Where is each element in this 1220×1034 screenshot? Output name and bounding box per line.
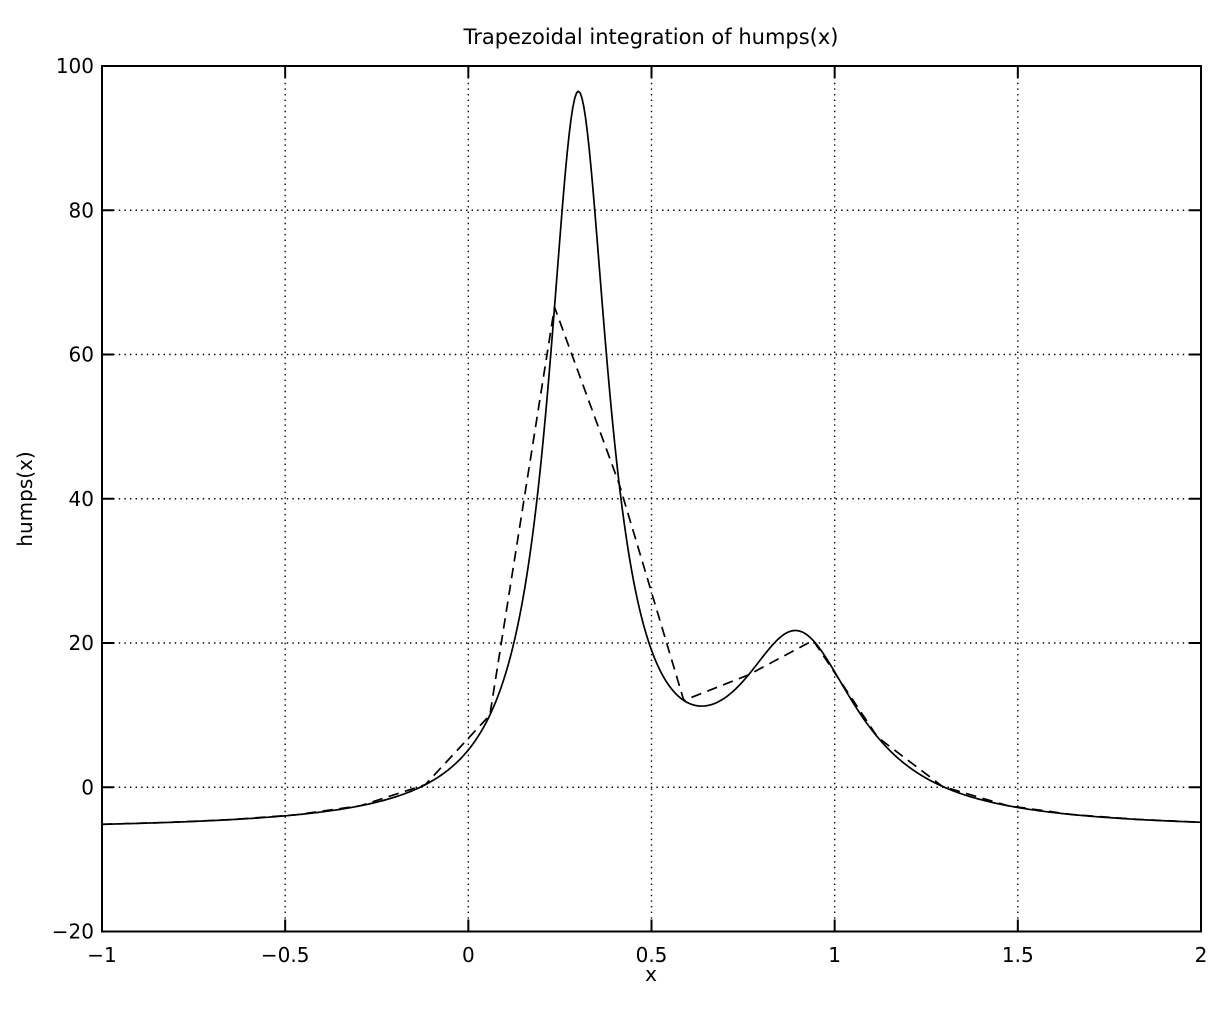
trapezoid-dashed-curve: [101, 306, 1202, 826]
x-tick-label: 2: [1195, 943, 1208, 967]
x-tick-label: −0.5: [261, 943, 310, 967]
chart-title: Trapezoidal integration of humps(x): [462, 25, 838, 49]
y-tick-label: 60: [69, 343, 94, 367]
y-tick-label: −20: [52, 920, 94, 944]
axes-layer: [101, 65, 1202, 933]
x-axis-label: x: [645, 962, 657, 986]
x-tick-label: 0.5: [636, 943, 668, 967]
y-tick-label: 40: [69, 487, 94, 511]
x-tick-label: 1.5: [1002, 943, 1034, 967]
y-tick-label: 20: [69, 631, 94, 655]
tick-label-layer: −1 −0.5 0 0.5 1 1.5 2 −20 0 20 40 60 80 100: [52, 54, 1208, 967]
x-tick-label: 0: [462, 943, 475, 967]
x-tick-label: 1: [828, 943, 841, 967]
series-layer: [101, 90, 1202, 826]
y-tick-label: 100: [56, 54, 94, 78]
y-tick-label: 80: [69, 198, 94, 222]
y-tick-label: 0: [81, 775, 94, 799]
x-tick-label: −1: [87, 943, 116, 967]
y-axis-label: humps(x): [13, 451, 37, 546]
grid-layer: [102, 66, 1201, 932]
